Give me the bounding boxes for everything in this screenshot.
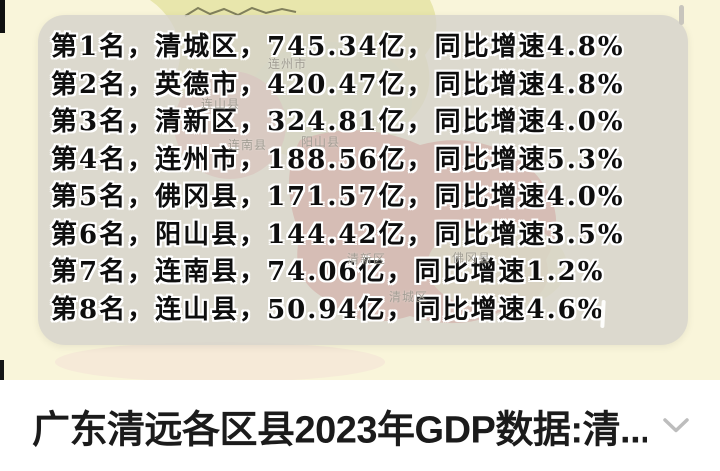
collapse-button[interactable] [658, 410, 694, 442]
ranking-row-4: 第4名，连州市，188.56亿，同比增速5.3% [51, 144, 625, 175]
map-label-lianzhou: 连州市 [268, 57, 308, 71]
image-edge-artifact-top-right [679, 5, 684, 25]
map-image: 连州市 连山县 连南县 阳山县 清新区 佛冈县 清城区 第1名，清城区，745.… [0, 0, 720, 380]
ranking-row-8: 第8名，连山县，50.94亿，同比增速4.6% [51, 294, 605, 325]
chevron-down-icon [663, 417, 689, 432]
map-label-fogang: 佛冈县 [452, 251, 492, 265]
ranking-row-3: 第3名，清新区，324.81亿，同比增速4.0% [51, 107, 625, 137]
ranking-row-5: 第5名，佛冈县，171.57亿，同比增速4.0% [51, 182, 625, 212]
ranking-row-1: 第1名，清城区，745.34亿，同比增速4.8% [51, 32, 625, 62]
map-label-lianshan: 连山县 [201, 97, 241, 111]
image-edge-artifact-bottom-left [0, 360, 4, 380]
map-label-qingcheng: 清城区 [389, 290, 429, 304]
map-label-liannan: 连南县 [228, 138, 268, 152]
page-title: 广东清远各区县2023年GDP数据:清... [32, 409, 647, 451]
ranking-row-7: 第7名，连南县，74.06亿，同比增速1.2% [51, 257, 605, 287]
gdp-ranking-card: 第1名，清城区，745.34亿，同比增速4.8% 第2名，英德市，420.47亿… [38, 15, 688, 345]
map-label-yangshan: 阳山县 [301, 135, 341, 149]
title-bar: 广东清远各区县2023年GDP数据:清... [0, 380, 720, 471]
map-label-qingxin: 清新区 [347, 252, 387, 266]
ranking-row-2: 第2名，英德市，420.47亿，同比增速4.8% [51, 69, 625, 100]
image-edge-artifact-top-left [0, 0, 5, 33]
ranking-row-6: 第6名，阳山县，144.42亿，同比增速3.5% [51, 219, 625, 250]
